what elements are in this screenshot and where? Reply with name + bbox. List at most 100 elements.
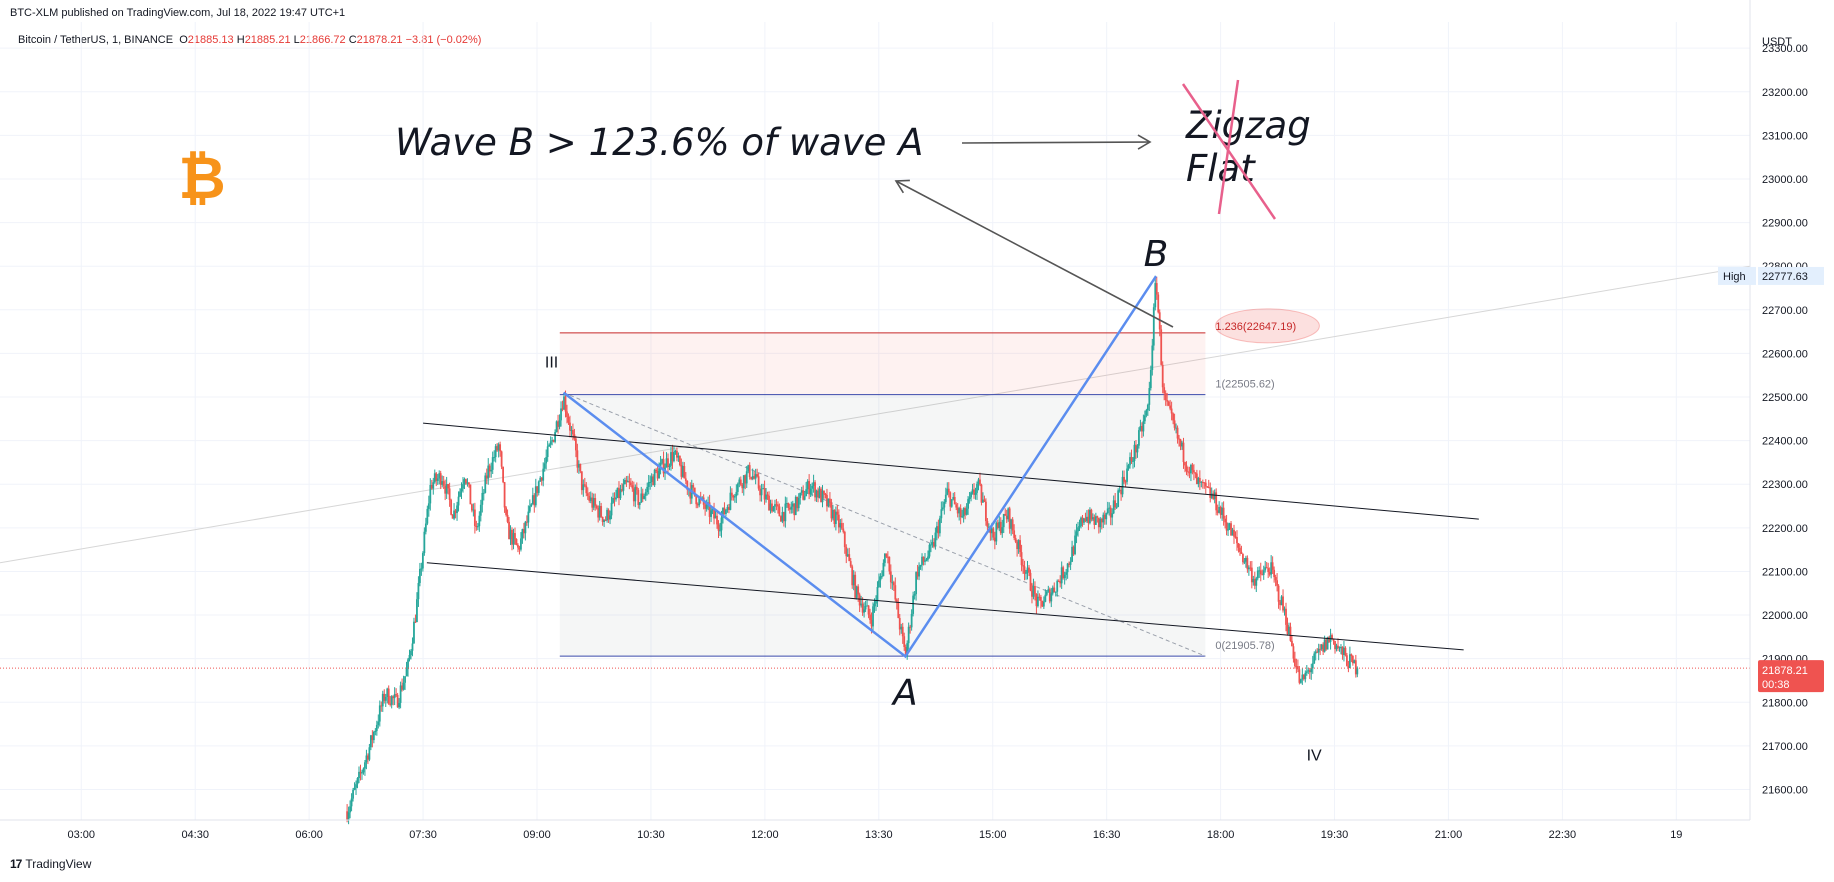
candle-body <box>404 676 406 683</box>
candle-body <box>756 474 759 477</box>
candle-body <box>913 594 916 596</box>
candle-body <box>735 491 738 497</box>
candle-body <box>1191 464 1194 471</box>
candle-body <box>1203 482 1206 484</box>
candle-body <box>876 587 879 601</box>
wave-label-a: A <box>891 672 918 713</box>
grid <box>0 22 1750 820</box>
candle-body <box>634 486 637 502</box>
price-tick-label: 22700.00 <box>1762 305 1808 317</box>
candle-body <box>878 580 880 588</box>
candle-body <box>1280 596 1283 606</box>
candle-body <box>371 735 374 741</box>
candle-body <box>1343 647 1345 655</box>
candle-body <box>580 471 583 491</box>
candle-body <box>943 502 946 508</box>
candle-body <box>1004 514 1007 516</box>
candle-body <box>589 497 592 501</box>
candle-body <box>840 523 843 529</box>
candle-body <box>1008 508 1011 529</box>
candle-body <box>1115 506 1118 508</box>
high-value: 22777.63 <box>1762 271 1808 283</box>
candle-body <box>527 511 530 523</box>
candle-body <box>396 694 399 708</box>
candle-body <box>1233 529 1235 537</box>
cross-line-2 <box>1217 79 1240 215</box>
candle-body <box>910 613 913 628</box>
candle-body <box>885 553 888 557</box>
candle-body <box>1216 510 1219 513</box>
candle-body <box>1091 517 1094 520</box>
candle-body <box>739 479 742 485</box>
candle-body <box>1178 438 1180 440</box>
wave-label-iii: III <box>545 355 558 372</box>
candle-body <box>377 721 380 725</box>
candle-body <box>1350 654 1353 657</box>
candle-body <box>1099 518 1102 528</box>
time-axis: 03:00 04:30 06:00 07:30 09:00 10:30 12:00 13:30… <box>0 819 1750 841</box>
candle-body <box>661 459 663 464</box>
candle-body <box>916 572 919 577</box>
candle-body <box>925 559 928 561</box>
candle-body <box>799 492 802 499</box>
price-tick-label: 23300.00 <box>1762 43 1808 55</box>
candle-body <box>1301 674 1304 680</box>
candle-body <box>1126 468 1128 482</box>
candle-body <box>1075 531 1078 536</box>
candle-body <box>1334 641 1336 650</box>
candle-body <box>560 408 562 421</box>
candle-body <box>1161 364 1164 388</box>
candle-body <box>785 503 788 505</box>
candle-body <box>1056 580 1059 592</box>
candle-body <box>1135 444 1137 453</box>
candle-body <box>733 496 736 498</box>
candle-body <box>364 762 366 769</box>
candle-body <box>1332 639 1335 642</box>
candle-body <box>566 411 568 417</box>
candle-body <box>548 444 551 447</box>
candle-body <box>1032 585 1035 597</box>
candle-body <box>1176 427 1179 439</box>
high-value: 21885.21 <box>244 34 291 46</box>
candle-body <box>999 521 1002 534</box>
high-label: High <box>1723 271 1746 283</box>
time-tick-label: 03:00 <box>68 829 96 841</box>
candle-body <box>1282 596 1284 611</box>
candle-body <box>1097 517 1100 528</box>
candle-body <box>714 515 717 519</box>
candle-body <box>995 522 998 542</box>
fib-highlight-ellipse <box>1214 308 1320 344</box>
candle-body <box>365 755 368 763</box>
candle-body <box>1089 509 1091 524</box>
candle-body <box>1105 513 1108 520</box>
fib-zone-retracement <box>559 394 1206 657</box>
wave-b-annotation: Wave B > 123.6% of wave A <box>395 121 924 164</box>
candle-body <box>1182 442 1185 463</box>
candle-body <box>518 547 521 550</box>
candle-body <box>512 533 515 545</box>
candle-body <box>591 497 594 508</box>
candle-body <box>1057 580 1060 582</box>
candle-body <box>462 484 464 489</box>
candle-body <box>713 508 715 519</box>
candle-body <box>616 487 619 498</box>
candle-body <box>558 420 561 427</box>
drawings-front: III A B IV 1.236(22647.19) 1(22505.62) 0(21905… <box>0 79 1750 764</box>
candle-body <box>1029 572 1032 591</box>
candle-body <box>741 484 744 489</box>
candle-body <box>432 482 435 489</box>
candle-body <box>842 528 845 532</box>
tradingview-footer[interactable]: 17 TradingView <box>10 857 91 871</box>
time-tick-label: 19 <box>1670 829 1682 841</box>
candle-body <box>603 519 606 523</box>
candle-body <box>956 507 959 514</box>
candle-body <box>1296 666 1299 670</box>
candle-body <box>1197 477 1200 485</box>
symbol-legend[interactable]: Bitcoin / TetherUS, 1, BINANCE O21885.13… <box>18 34 481 46</box>
candle-body <box>1080 517 1082 527</box>
candle-body <box>891 582 894 584</box>
candle-body <box>610 502 613 516</box>
candle-body <box>356 778 359 785</box>
candle-body <box>655 469 658 472</box>
